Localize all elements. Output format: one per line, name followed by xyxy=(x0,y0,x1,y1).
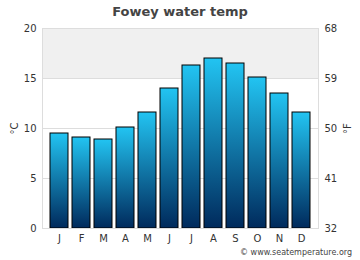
svg-text:A: A xyxy=(210,233,217,244)
svg-text:15: 15 xyxy=(24,73,37,84)
svg-text:41: 41 xyxy=(325,173,338,184)
svg-text:5: 5 xyxy=(30,173,36,184)
svg-text:A: A xyxy=(122,233,129,244)
svg-text:J: J xyxy=(57,233,61,244)
svg-text:S: S xyxy=(232,233,238,244)
svg-text:M: M xyxy=(143,233,152,244)
html-text:Fowey water temp: Fowey water temp xyxy=(112,4,248,19)
svg-text:50: 50 xyxy=(325,123,338,134)
svg-text:68: 68 xyxy=(325,23,338,34)
svg-text:59: 59 xyxy=(325,73,338,84)
svg-text:N: N xyxy=(276,233,283,244)
svg-text:20: 20 xyxy=(24,23,37,34)
svg-text:10: 10 xyxy=(24,123,37,134)
svg-text:J: J xyxy=(189,233,193,244)
svg-text:0: 0 xyxy=(30,223,36,234)
svg-text:M: M xyxy=(99,233,108,244)
svg-text:°F: °F xyxy=(342,123,353,134)
html-text:© www.seatemperature.org: © www.seatemperature.org xyxy=(240,248,352,257)
svg-text:O: O xyxy=(254,233,262,244)
svg-text:D: D xyxy=(298,233,306,244)
svg-text:J: J xyxy=(167,233,171,244)
svg-text:F: F xyxy=(79,233,85,244)
svg-text:32: 32 xyxy=(325,223,338,234)
svg-text:°C: °C xyxy=(9,122,20,134)
